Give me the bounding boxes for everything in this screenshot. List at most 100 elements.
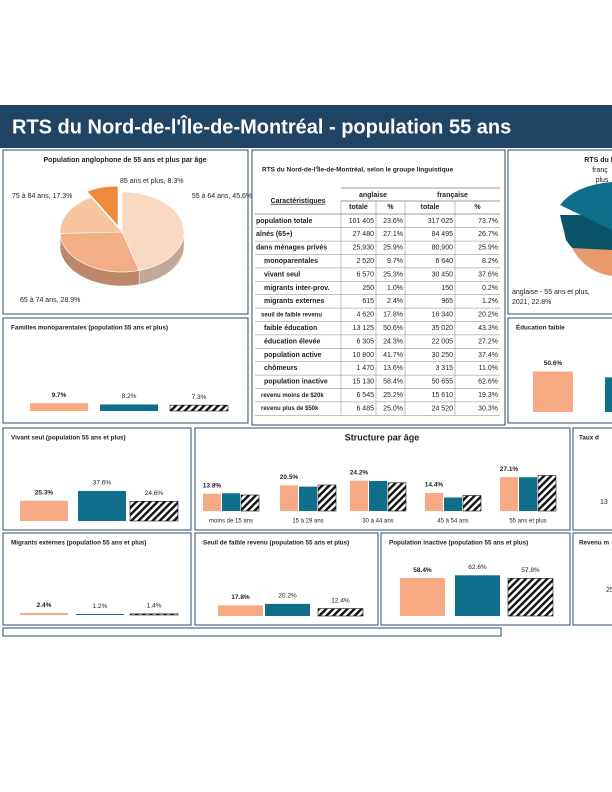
- table-cell: 25.9%: [383, 245, 403, 252]
- panel-title: Structure par âge: [345, 432, 420, 442]
- table-cell: 6 640: [435, 258, 453, 265]
- table-cell: 11.0%: [479, 365, 498, 372]
- table-cell: vivant seul: [264, 271, 300, 278]
- panel: [2, 532, 192, 626]
- table-subheader: totale: [421, 204, 440, 211]
- x-tick-label: moins de 15 ans: [209, 519, 253, 525]
- pie-label: 55 à 64 ans, 45.6%: [192, 193, 252, 200]
- table-cell: 30 250: [432, 352, 454, 359]
- panel-title: Familles monoparentales (population 55 a…: [11, 325, 168, 332]
- table-cell: 8.2%: [482, 258, 498, 265]
- value-label: 57.8%: [521, 567, 540, 574]
- table-cell: seuil de faible revenu: [261, 312, 322, 318]
- table-cell: 24.3%: [383, 338, 403, 345]
- bar: [299, 486, 317, 511]
- value-label: 27.1%: [500, 466, 519, 473]
- table-cell: 27.1%: [383, 231, 403, 238]
- table-subheader: totale: [349, 204, 368, 211]
- table-cell: 1.2%: [482, 298, 498, 305]
- panel-title: Revenu m: [579, 540, 609, 547]
- value-label: 58.4%: [413, 567, 432, 574]
- table-cell: 22 005: [432, 338, 454, 345]
- table-cell: 1.0%: [387, 285, 403, 292]
- table-cell: 13.6%: [383, 365, 403, 372]
- x-tick-label: 55 ans et plus: [509, 519, 546, 525]
- pie-slice: [59, 231, 140, 273]
- table-cell: 6 485: [356, 405, 374, 412]
- bar: [455, 575, 500, 616]
- value-label: 25.3%: [35, 489, 54, 496]
- bar: [240, 494, 260, 512]
- table-cell: 80,900: [432, 245, 454, 252]
- table-cell: 50 655: [432, 379, 454, 386]
- bar: [218, 605, 263, 616]
- table-cell: 15 130: [353, 379, 375, 386]
- table-cell: migrants inter-prov.: [264, 285, 330, 292]
- bar: [425, 493, 443, 511]
- table-cell: 4 620: [356, 312, 374, 319]
- panel-title: Seuil de faible revenu (population 55 an…: [203, 540, 349, 547]
- panel-title: RTS du N: [584, 157, 612, 164]
- x-tick-label: 30 à 44 ans: [362, 519, 393, 525]
- bar: [533, 371, 573, 412]
- value-label: 24.6%: [145, 490, 164, 497]
- table-cell: 24 520: [432, 405, 454, 412]
- table-cell: 30.3%: [478, 405, 498, 412]
- bar: [30, 403, 88, 411]
- value-label: 1.4%: [147, 603, 162, 610]
- table-cell: aînés (65+): [256, 231, 292, 238]
- value-label: 12.4%: [331, 597, 350, 604]
- pie-slice: [572, 248, 612, 276]
- value-label: 13.8%: [203, 482, 222, 489]
- table-cell: 615: [362, 298, 374, 305]
- table-cell: 25.2%: [383, 392, 403, 399]
- table-cell: 37.4%: [478, 352, 498, 359]
- table-cell: 25.0%: [383, 405, 403, 412]
- table-cell: 17.8%: [383, 312, 403, 319]
- header-band: [0, 105, 612, 148]
- panel: [572, 427, 612, 531]
- value-label: 7.3%: [192, 394, 207, 401]
- table-cell: 41.7%: [383, 352, 403, 359]
- bar: [129, 501, 179, 522]
- value-label: 13: [600, 499, 608, 506]
- value-label: 50.6%: [544, 360, 563, 367]
- panel-title: Migrants externes (population 55 ans et …: [11, 540, 146, 547]
- panel-title: Vivant seul (population 55 ans et plus): [11, 435, 126, 442]
- bar: [76, 614, 124, 615]
- value-label: 24.2%: [350, 469, 369, 476]
- table-cell: 6 305: [356, 338, 374, 345]
- bar: [20, 500, 68, 521]
- bar: [317, 608, 364, 617]
- x-tick-label: 45 à 54 ans: [437, 519, 468, 525]
- value-label: 25: [606, 587, 612, 594]
- value-label: 20.5%: [280, 474, 299, 481]
- bar: [369, 481, 387, 511]
- header-title: RTS du Nord-de-l'Île-de-Montréal - popul…: [12, 114, 511, 138]
- table-cell: 25.9%: [478, 245, 498, 252]
- panel: [2, 627, 502, 637]
- x-tick-label: 15 à 29 ans: [292, 519, 323, 525]
- bar: [265, 603, 310, 616]
- value-label: 9.7%: [52, 392, 67, 399]
- pie-slice: [86, 185, 119, 227]
- value-label: 2.4%: [37, 602, 52, 609]
- table-cell: 25,930: [353, 245, 375, 252]
- table-cell: 6 570: [356, 271, 374, 278]
- table-cell: population totale: [256, 218, 312, 225]
- bar: [500, 477, 518, 511]
- table-cell: 150: [441, 285, 453, 292]
- panel-title: franç: [592, 167, 608, 174]
- panel: [251, 149, 506, 426]
- value-label: 8.2%: [122, 393, 137, 400]
- table-cell: revenu plus de $50k: [261, 406, 319, 412]
- pie-label: anglaise - 55 ans et plus,: [512, 289, 590, 296]
- bar: [169, 404, 229, 412]
- bar: [317, 484, 337, 512]
- table-cell: 35 020: [432, 325, 454, 332]
- table-cell: revenu moins de $20k: [261, 393, 324, 399]
- table-cell: 23.6%: [383, 218, 403, 225]
- table-title: RTS du Nord-de-l'Île-de-Montréal, selon …: [262, 165, 454, 174]
- panel-title: plus: [596, 177, 609, 184]
